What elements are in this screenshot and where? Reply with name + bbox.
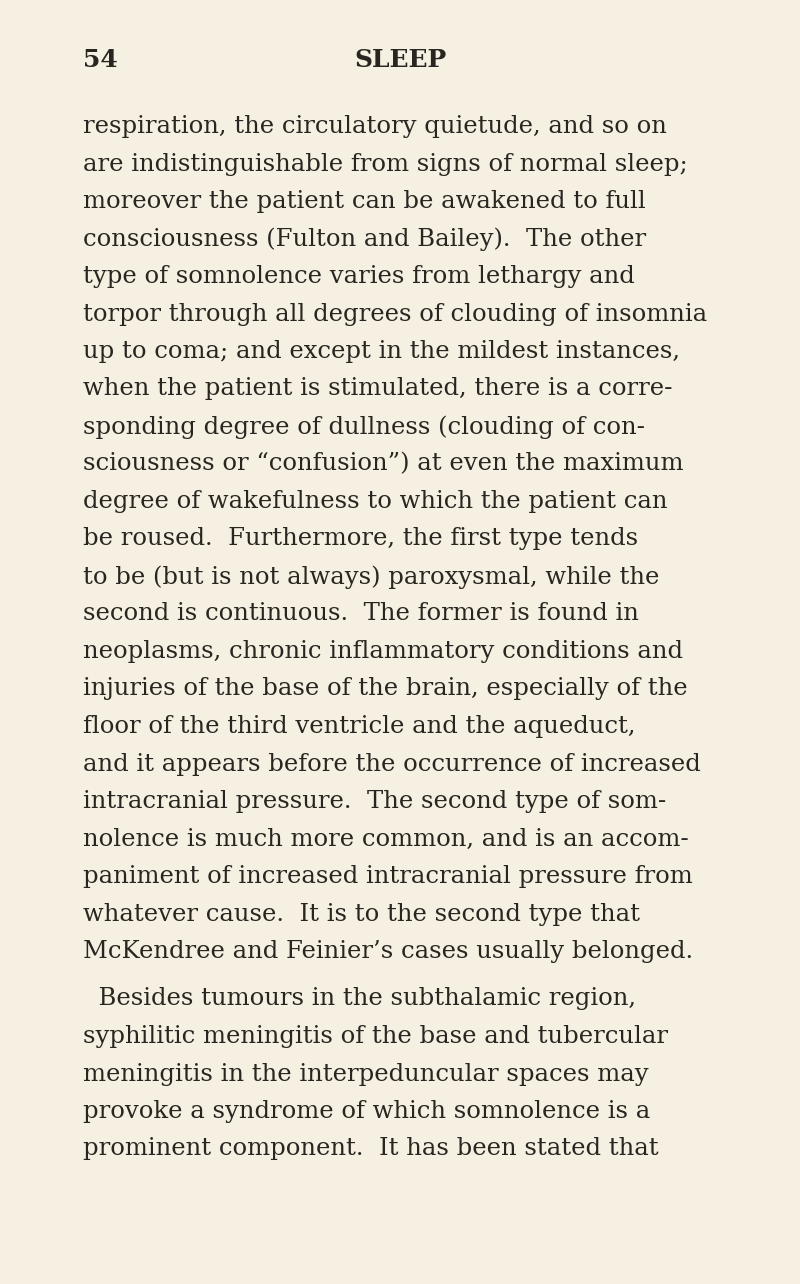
Text: syphilitic meningitis of the base and tubercular: syphilitic meningitis of the base and tu… (83, 1025, 668, 1048)
Text: moreover the patient can be awakened to full: moreover the patient can be awakened to … (83, 190, 646, 213)
Text: respiration, the circulatory quietude, and so on: respiration, the circulatory quietude, a… (83, 116, 667, 137)
Text: Besides tumours in the subthalamic region,: Besides tumours in the subthalamic regio… (83, 987, 636, 1011)
Text: intracranial pressure.  The second type of som-: intracranial pressure. The second type o… (83, 790, 666, 813)
Text: meningitis in the interpeduncular spaces may: meningitis in the interpeduncular spaces… (83, 1062, 649, 1085)
Text: 54: 54 (83, 48, 118, 72)
Text: sponding degree of dullness (clouding of con-: sponding degree of dullness (clouding of… (83, 415, 645, 439)
Text: floor of the third ventricle and the aqueduct,: floor of the third ventricle and the aqu… (83, 715, 635, 738)
Text: nolence is much more common, and is an accom-: nolence is much more common, and is an a… (83, 827, 689, 850)
Text: torpor through all degrees of clouding of insomnia: torpor through all degrees of clouding o… (83, 303, 707, 326)
Text: paniment of increased intracranial pressure from: paniment of increased intracranial press… (83, 865, 693, 889)
Text: type of somnolence varies from lethargy and: type of somnolence varies from lethargy … (83, 265, 634, 288)
Text: whatever cause.  It is to the second type that: whatever cause. It is to the second type… (83, 903, 640, 926)
Text: be roused.  Furthermore, the first type tends: be roused. Furthermore, the first type t… (83, 528, 638, 551)
Text: McKendree and Feinier’s cases usually belonged.: McKendree and Feinier’s cases usually be… (83, 940, 693, 963)
Text: sciousness or “confusion”) at even the maximum: sciousness or “confusion”) at even the m… (83, 452, 683, 475)
Text: provoke a syndrome of which somnolence is a: provoke a syndrome of which somnolence i… (83, 1100, 650, 1124)
Text: neoplasms, chronic inflammatory conditions and: neoplasms, chronic inflammatory conditio… (83, 639, 683, 663)
Text: consciousness (Fulton and Bailey).  The other: consciousness (Fulton and Bailey). The o… (83, 227, 646, 252)
Text: and it appears before the occurrence of increased: and it appears before the occurrence of … (83, 752, 701, 776)
Text: second is continuous.  The former is found in: second is continuous. The former is foun… (83, 602, 639, 625)
Text: when the patient is stimulated, there is a corre-: when the patient is stimulated, there is… (83, 377, 673, 401)
Text: degree of wakefulness to which the patient can: degree of wakefulness to which the patie… (83, 490, 667, 514)
Text: SLEEP: SLEEP (354, 48, 446, 72)
Text: up to coma; and except in the mildest instances,: up to coma; and except in the mildest in… (83, 340, 680, 363)
Text: are indistinguishable from signs of normal sleep;: are indistinguishable from signs of norm… (83, 153, 688, 176)
Text: to be (but is not always) paroxysmal, while the: to be (but is not always) paroxysmal, wh… (83, 565, 659, 588)
Text: injuries of the base of the brain, especially of the: injuries of the base of the brain, espec… (83, 678, 688, 701)
Text: prominent component.  It has been stated that: prominent component. It has been stated … (83, 1138, 658, 1161)
